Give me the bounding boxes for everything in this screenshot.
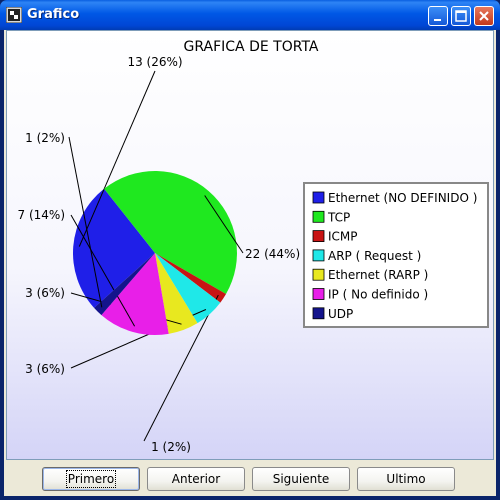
pie-slice: [101, 253, 169, 335]
first-button-label: Primero: [65, 470, 117, 488]
chart-legend: [303, 182, 489, 328]
slice-data-label: 1 (2%): [25, 131, 65, 145]
legend-swatch: [312, 191, 325, 204]
next-button[interactable]: Siguiente: [252, 467, 350, 491]
pie-slice: [155, 253, 221, 324]
slice-data-label: 7 (14%): [18, 208, 65, 222]
label-leader-line: [204, 195, 244, 254]
close-button[interactable]: [474, 6, 494, 26]
last-button[interactable]: Ultimo: [357, 467, 455, 491]
last-button-label: Ultimo: [386, 472, 426, 486]
maximize-button[interactable]: [451, 6, 471, 26]
next-button-label: Siguiente: [272, 472, 330, 486]
label-leader-line: [68, 136, 103, 308]
pie-slice: [155, 253, 227, 303]
legend-swatch: [312, 288, 325, 300]
legend-entry-label: UDP: [328, 307, 353, 321]
pie-slice: [94, 253, 155, 316]
label-leader-line: [70, 214, 136, 327]
slice-data-label: 3 (6%): [25, 286, 65, 300]
slice-data-label: 1 (2%): [151, 440, 191, 454]
label-leader-line: [78, 70, 156, 247]
legend-swatch: [312, 230, 325, 243]
slice-data-label: 13 (26%): [127, 55, 182, 69]
window-title: Grafico: [27, 7, 80, 22]
close-icon: [479, 11, 489, 21]
previous-button[interactable]: Anterior: [147, 467, 245, 491]
minimize-button[interactable]: [428, 6, 448, 26]
pie-slice: [73, 188, 155, 308]
legend-entry-label: IP ( No definido ): [328, 288, 428, 302]
first-button[interactable]: Primero: [42, 467, 140, 491]
window-content: GRAFICA DE TORTA 13 (26%) 22 (44%) 1 (2%) 3 …: [4, 30, 496, 496]
title-bar[interactable]: Grafico: [0, 0, 500, 30]
pie-slice: [155, 253, 198, 334]
chart-title: GRAFICA DE TORTA: [184, 39, 319, 55]
legend-swatch: [312, 249, 325, 262]
maximize-icon: [455, 10, 467, 22]
minimize-icon: [434, 19, 441, 21]
previous-button-label: Anterior: [171, 472, 221, 486]
legend-entry-label: TCP: [327, 210, 350, 224]
legend-swatch: [312, 210, 325, 223]
legend-entry-label: ARP ( Request ): [328, 249, 421, 263]
legend-swatch: [312, 268, 325, 281]
pie-slice: [104, 171, 237, 294]
legend-entry-label: Ethernet (RARP ): [328, 268, 428, 282]
chart-panel: GRAFICA DE TORTA 13 (26%) 22 (44%) 1 (2%) 3 …: [6, 30, 494, 460]
navigation-button-bar: Primero Anterior Siguiente Ultimo: [4, 460, 496, 496]
legend-entry-label: ICMP: [328, 230, 358, 244]
slice-data-label: 22 (44%): [245, 247, 300, 261]
slice-data-label: 3 (6%): [25, 362, 65, 376]
label-leader-line: [143, 294, 219, 442]
legend-entry-label: Ethernet (NO DEFINIDO ): [328, 191, 477, 205]
legend-swatch: [312, 307, 325, 320]
app-window-icon[interactable]: [6, 7, 22, 23]
